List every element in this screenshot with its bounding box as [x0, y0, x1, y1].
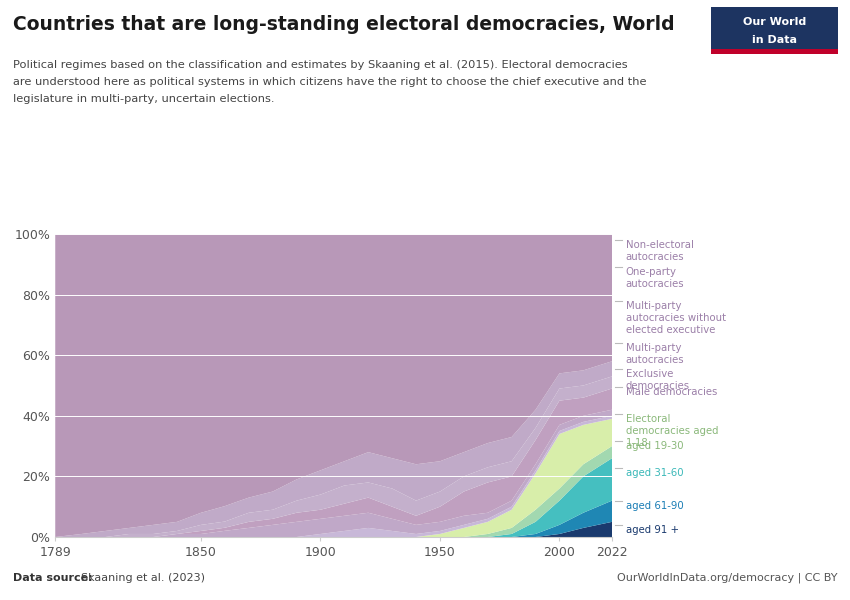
Text: Multi-party
autocracies without
elected executive: Multi-party autocracies without elected …	[626, 301, 726, 335]
Text: Electoral
democracies aged
1-18: Electoral democracies aged 1-18	[626, 414, 718, 448]
Text: Countries that are long-standing electoral democracies, World: Countries that are long-standing elector…	[13, 15, 674, 34]
Text: One-party
autocracies: One-party autocracies	[626, 267, 684, 289]
Text: Non-electoral
autocracies: Non-electoral autocracies	[626, 240, 694, 262]
Text: Skaaning et al. (2023): Skaaning et al. (2023)	[81, 573, 205, 583]
Text: Our World: Our World	[743, 17, 806, 27]
Text: Political regimes based on the classification and estimates by Skaaning et al. (: Political regimes based on the classific…	[13, 60, 627, 70]
Text: Exclusive
democracies: Exclusive democracies	[626, 369, 689, 391]
Text: Male democracies: Male democracies	[626, 387, 717, 397]
Text: in Data: in Data	[752, 35, 796, 45]
Text: aged 91 +: aged 91 +	[626, 525, 678, 535]
Text: are understood here as political systems in which citizens have the right to cho: are understood here as political systems…	[13, 77, 646, 87]
Text: aged 61-90: aged 61-90	[626, 501, 683, 511]
Text: aged 19-30: aged 19-30	[626, 441, 683, 451]
Text: legislature in multi-party, uncertain elections.: legislature in multi-party, uncertain el…	[13, 94, 275, 104]
Bar	[711, 49, 838, 54]
Text: aged 31-60: aged 31-60	[626, 468, 683, 478]
Text: Data source:: Data source:	[13, 573, 93, 583]
Text: OurWorldInData.org/democracy | CC BY: OurWorldInData.org/democracy | CC BY	[617, 572, 837, 583]
Text: Multi-party
autocracies: Multi-party autocracies	[626, 343, 684, 365]
